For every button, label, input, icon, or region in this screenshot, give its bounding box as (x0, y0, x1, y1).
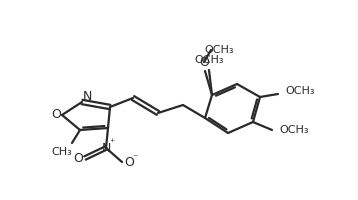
Text: OCH₃: OCH₃ (285, 86, 315, 96)
Text: N: N (82, 90, 92, 104)
Text: O: O (199, 55, 209, 68)
Text: ⁻: ⁻ (132, 153, 137, 163)
Text: CH₃: CH₃ (52, 147, 72, 157)
Text: O: O (51, 108, 61, 121)
Text: ⁺: ⁺ (110, 138, 115, 148)
Text: OCH₃: OCH₃ (279, 125, 309, 135)
Text: O: O (124, 156, 134, 168)
Text: N: N (101, 142, 111, 154)
Text: OCH₃: OCH₃ (194, 55, 224, 65)
Text: O: O (73, 152, 83, 166)
Text: OCH₃: OCH₃ (204, 45, 234, 55)
